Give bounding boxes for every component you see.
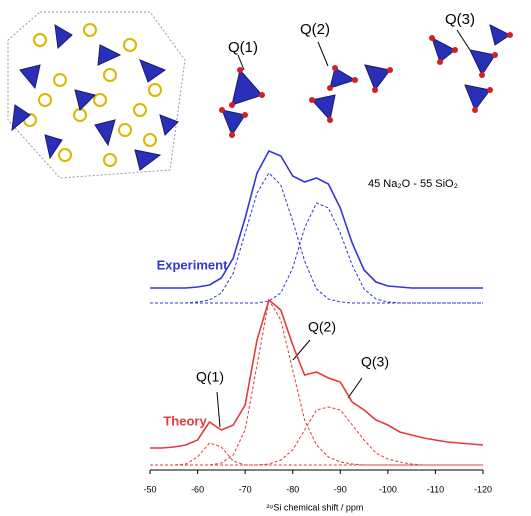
x-tick-label: -90 bbox=[334, 484, 347, 494]
series-label: Experiment bbox=[157, 257, 228, 272]
x-tick-label: -100 bbox=[379, 484, 397, 494]
x-tick-label: -50 bbox=[143, 484, 156, 494]
structure-label: Q(3) bbox=[445, 11, 475, 28]
composition: 45 Na₂O - 55 SiO₂ bbox=[368, 178, 458, 190]
structure-label: Q(2) bbox=[300, 21, 330, 38]
series-label: Theory bbox=[163, 413, 207, 428]
x-tick-label: -80 bbox=[286, 484, 299, 494]
annotation: Q(1) bbox=[196, 369, 224, 385]
spectrum-line bbox=[150, 173, 483, 303]
figure: Q(1) Q(2) Q(3) 45 Na₂O - 55 SiO₂ ²⁹Si ch… bbox=[0, 0, 531, 516]
annotation-arrow bbox=[348, 378, 362, 398]
x-tick-label: -60 bbox=[191, 484, 204, 494]
annotation-arrow bbox=[217, 392, 220, 427]
x-axis-label: ²⁹Si chemical shift / ppm bbox=[267, 502, 364, 512]
glass-structure bbox=[8, 12, 185, 178]
annotation: Q(3) bbox=[361, 354, 389, 370]
structure-label: Q(1) bbox=[228, 39, 258, 56]
annotation: Q(2) bbox=[308, 319, 336, 335]
spectrum-line bbox=[150, 443, 483, 465]
q-units bbox=[219, 25, 513, 138]
x-tick-label: -110 bbox=[427, 484, 444, 494]
x-tick-label: -120 bbox=[474, 484, 492, 494]
x-tick-label: -70 bbox=[239, 484, 252, 494]
